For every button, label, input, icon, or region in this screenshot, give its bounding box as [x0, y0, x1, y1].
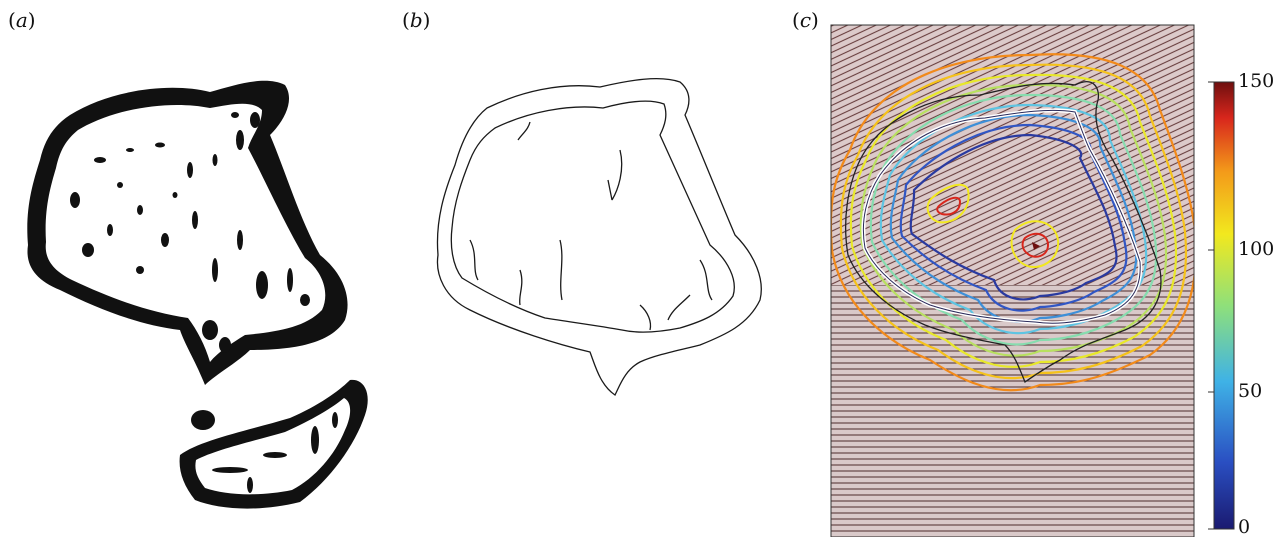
panel-b-outline: [436, 78, 762, 396]
panel-a-bone-image: [27, 80, 368, 509]
colorbar-label-50: 50: [1238, 380, 1263, 402]
panel-label-a: (a): [8, 8, 36, 32]
colorbar-label-150: 150: [1238, 70, 1275, 92]
panel-label-b: (b): [402, 8, 431, 32]
colorbar-label-100: 100: [1238, 238, 1275, 260]
panel-c-frame: [830, 24, 1195, 537]
colorbar-gradient: [1213, 81, 1235, 530]
colorbar: [1208, 81, 1235, 530]
panel-c-distance-map: [831, 25, 1194, 537]
panel-label-c: (c): [792, 8, 819, 32]
colorbar-label-0: 0: [1238, 516, 1251, 538]
